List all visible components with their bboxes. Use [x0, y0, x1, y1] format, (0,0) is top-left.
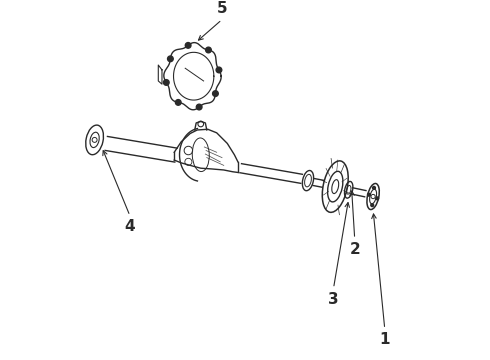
Circle shape [185, 42, 191, 48]
Text: 3: 3 [328, 292, 339, 307]
Text: 1: 1 [380, 332, 390, 347]
Circle shape [216, 67, 222, 73]
Circle shape [175, 100, 181, 105]
Circle shape [376, 197, 379, 200]
Circle shape [168, 56, 173, 62]
Circle shape [164, 80, 169, 85]
Circle shape [368, 193, 370, 196]
Text: 5: 5 [217, 1, 227, 17]
Circle shape [213, 91, 218, 96]
Circle shape [371, 204, 374, 207]
Text: 4: 4 [124, 219, 135, 234]
Circle shape [206, 47, 211, 53]
Circle shape [196, 104, 202, 110]
Circle shape [372, 186, 375, 189]
Text: 2: 2 [349, 242, 360, 257]
